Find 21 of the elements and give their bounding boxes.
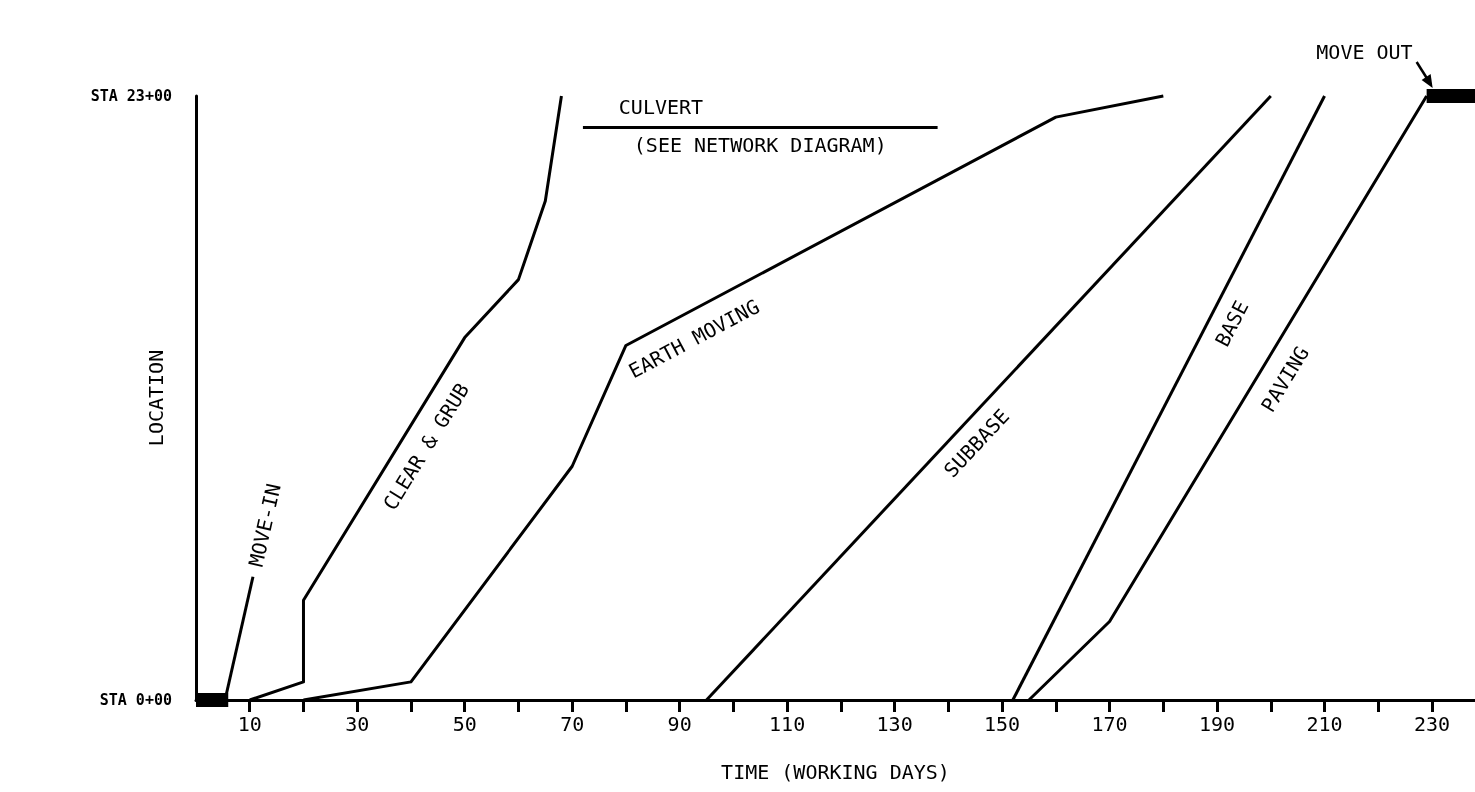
annotation: (SEE NETWORK DIAGRAM) <box>633 133 887 158</box>
x-tick-label: 150 <box>984 712 1021 736</box>
x-tick-label: 170 <box>1091 712 1128 736</box>
series-label: CULVERT <box>618 95 704 120</box>
x-tick-label: 210 <box>1306 712 1343 736</box>
x-tick-label: 230 <box>1413 712 1451 736</box>
text: MOVE-IN <box>243 481 286 569</box>
text: STA 23+00 <box>90 87 172 105</box>
x-tick-label: 10 <box>237 712 262 736</box>
x-axis-title: TIME (WORKING DAYS) <box>721 760 950 784</box>
x-tick-label: 30 <box>345 712 370 736</box>
text: STA 0+00 <box>99 691 172 709</box>
x-tick-label: 90 <box>667 712 692 736</box>
x-tick-label: 50 <box>452 712 477 736</box>
text: BASE <box>1210 296 1254 351</box>
x-tick-label: 130 <box>876 712 913 736</box>
y-axis-title: LOCATION <box>144 349 168 447</box>
x-tick-label: 110 <box>769 712 806 736</box>
x-tick-label: 70 <box>560 712 585 736</box>
series-label: MOVE OUT <box>1316 40 1413 64</box>
x-tick-label: 190 <box>1198 712 1236 736</box>
